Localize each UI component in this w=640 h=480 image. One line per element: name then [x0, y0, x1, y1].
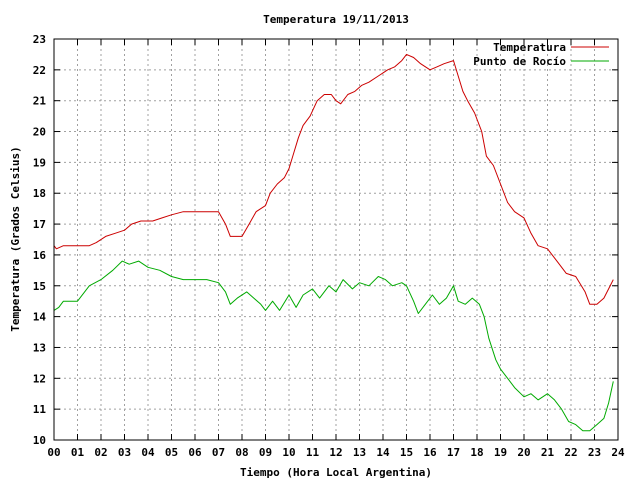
y-tick-label: 11: [33, 403, 47, 416]
x-tick-label: 08: [235, 446, 248, 459]
legend: Temperatura Punto de Rocío: [473, 41, 609, 68]
y-tick-label: 16: [33, 249, 47, 262]
series-lines: [53, 53, 614, 432]
x-tick-label: 17: [447, 446, 460, 459]
y-tick-label: 10: [33, 434, 46, 447]
legend-label-punto-de-rocio: Punto de Rocío: [473, 55, 566, 68]
x-tick-label: 00: [47, 446, 60, 459]
y-tick-label: 13: [33, 341, 46, 354]
x-tick-label: 07: [212, 446, 225, 459]
x-tick-label: 03: [118, 446, 131, 459]
y-tick-labels: 10 11 12 13 14 15 16 17 18 19 20 21 22 23: [33, 33, 47, 447]
y-tick-label: 17: [33, 218, 46, 231]
y-tick-label: 21: [33, 95, 47, 108]
series-line-1: [53, 260, 614, 432]
y-tick-label: 20: [33, 126, 46, 139]
x-tick-label: 24: [611, 446, 625, 459]
y-axis-label: Temperatura (Grados Celsius): [9, 146, 22, 331]
x-tick-label: 11: [306, 446, 320, 459]
x-tick-label: 15: [400, 446, 413, 459]
x-tick-label: 20: [517, 446, 530, 459]
y-tick-label: 14: [33, 311, 47, 324]
y-tick-label: 22: [33, 64, 46, 77]
x-tick-label: 02: [94, 446, 107, 459]
y-tick-label: 23: [33, 33, 46, 46]
x-tick-label: 01: [71, 446, 85, 459]
x-tick-label: 06: [188, 446, 202, 459]
x-tick-label: 12: [329, 446, 342, 459]
x-tick-label: 14: [376, 446, 390, 459]
x-tick-label: 10: [282, 446, 295, 459]
x-tick-labels: 00 01 02 03 04 05 06 07 08 09 10 11 12 13 14 15 16 17 18 19…: [47, 446, 625, 459]
plot-frame: [53, 38, 619, 441]
x-tick-label: 05: [165, 446, 178, 459]
x-tick-label: 13: [353, 446, 366, 459]
y-tick-label: 15: [33, 280, 46, 293]
series-line-0: [53, 53, 614, 305]
x-axis-label: Tiempo (Hora Local Argentina): [240, 466, 432, 479]
y-tick-label: 12: [33, 372, 46, 385]
y-tick-label: 18: [33, 187, 46, 200]
x-tick-label: 21: [541, 446, 555, 459]
chart-title: Temperatura 19/11/2013: [263, 13, 409, 26]
y-tick-label: 19: [33, 156, 46, 169]
legend-label-temperatura: Temperatura: [493, 41, 566, 54]
x-tick-label: 18: [470, 446, 483, 459]
x-tick-label: 04: [141, 446, 155, 459]
x-tick-label: 22: [564, 446, 577, 459]
grid-lines: [54, 39, 618, 440]
x-tick-label: 19: [494, 446, 507, 459]
x-tick-label: 23: [588, 446, 601, 459]
x-tick-label: 09: [259, 446, 272, 459]
x-tick-label: 16: [423, 446, 437, 459]
